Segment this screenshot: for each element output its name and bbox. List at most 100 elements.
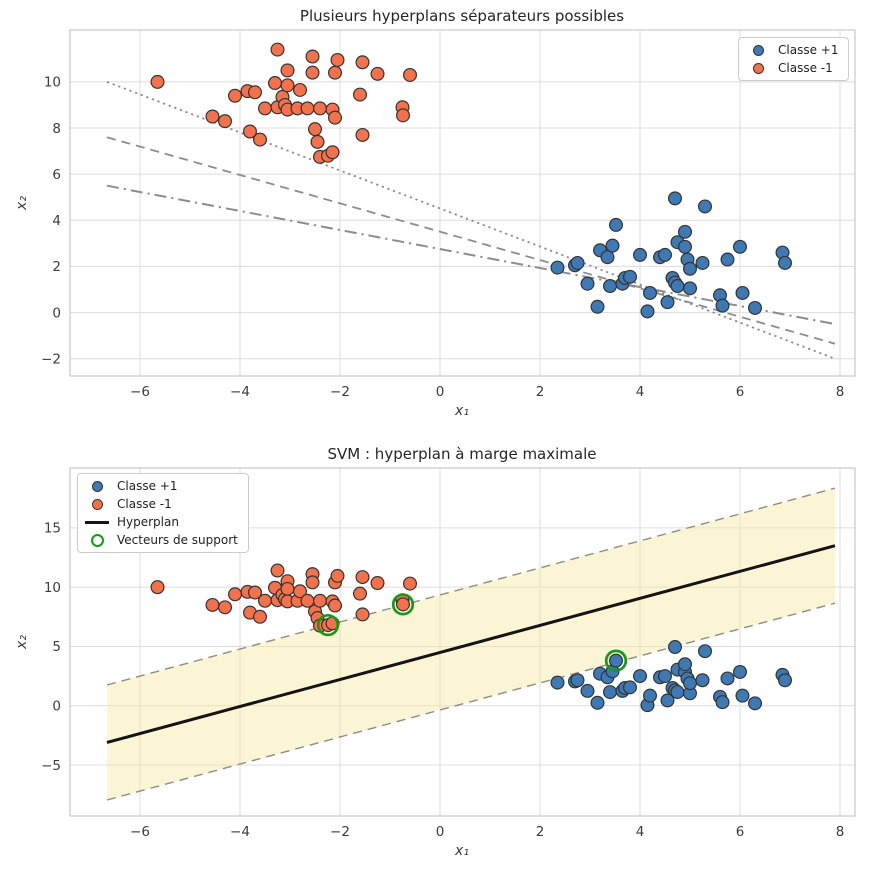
point-classe-1 bbox=[280, 78, 295, 93]
point-classe-+1 bbox=[657, 669, 672, 684]
support-vector-ring bbox=[391, 593, 415, 616]
point-classe-+1 bbox=[682, 676, 697, 691]
point-classe-+1 bbox=[632, 669, 647, 684]
legend-label: Classe +1 bbox=[117, 479, 178, 493]
legend-label: Classe -1 bbox=[778, 61, 833, 75]
point-classe-1 bbox=[205, 109, 220, 124]
point-classe-1 bbox=[403, 67, 418, 82]
hyperplan-line bbox=[106, 544, 836, 744]
point-classe-1 bbox=[270, 563, 285, 578]
point-classe-1 bbox=[355, 570, 370, 585]
point-classe-1 bbox=[355, 607, 370, 622]
legend-entry: Vecteurs de support bbox=[84, 533, 238, 547]
point-classe-+1 bbox=[602, 279, 617, 294]
point-classe-+1 bbox=[715, 298, 730, 313]
point-classe-+1 bbox=[608, 653, 623, 668]
point-classe-1 bbox=[355, 127, 370, 142]
x-tick-label: −6 bbox=[130, 384, 150, 400]
y-tick-label: −5 bbox=[41, 758, 61, 774]
margin-line-upper bbox=[106, 487, 836, 686]
point-classe-1 bbox=[218, 600, 233, 615]
point-classe-+1 bbox=[642, 688, 657, 703]
y-tick-label: 0 bbox=[52, 305, 61, 321]
point-classe-+1 bbox=[550, 675, 565, 690]
point-classe-1 bbox=[313, 101, 328, 116]
point-classe-1 bbox=[268, 76, 283, 91]
point-classe-+1 bbox=[682, 281, 697, 296]
x-tick-label: 2 bbox=[536, 824, 545, 840]
point-classe-1 bbox=[396, 597, 411, 612]
x-tick-label: 4 bbox=[636, 384, 645, 400]
point-classe-+1 bbox=[667, 640, 682, 655]
point-classe-1 bbox=[310, 134, 325, 149]
separator-dotted bbox=[106, 81, 836, 360]
point-classe-1 bbox=[370, 66, 385, 81]
point-classe-1 bbox=[308, 122, 323, 137]
x-tick-label: 4 bbox=[636, 824, 645, 840]
legend-entry: Classe +1 bbox=[84, 479, 238, 493]
separator-dashed bbox=[106, 136, 836, 345]
legend-entry: Classe +1 bbox=[745, 43, 838, 57]
y-tick-label: 15 bbox=[44, 521, 61, 537]
x-tick-label: −6 bbox=[130, 824, 150, 840]
point-classe-1 bbox=[305, 49, 320, 64]
y-tick-label: 8 bbox=[52, 121, 61, 137]
y-tick-label: 4 bbox=[52, 213, 61, 229]
point-classe-+1 bbox=[590, 299, 605, 314]
point-classe-1 bbox=[280, 581, 295, 596]
point-classe-+1 bbox=[735, 285, 750, 300]
legend-dot-icon bbox=[745, 44, 771, 56]
point-classe-+1 bbox=[695, 673, 710, 688]
axes-border bbox=[69, 467, 856, 817]
legend-dot-icon bbox=[84, 498, 110, 510]
point-classe-+1 bbox=[677, 224, 692, 239]
point-classe-1 bbox=[353, 586, 368, 601]
point-classe-+1 bbox=[580, 683, 595, 698]
point-classe-1 bbox=[253, 609, 268, 624]
point-classe-+1 bbox=[660, 693, 675, 708]
point-classe-+1 bbox=[777, 673, 792, 688]
x-tick-label: 8 bbox=[836, 384, 845, 400]
point-classe-+1 bbox=[670, 685, 685, 700]
point-classe-1 bbox=[313, 593, 328, 608]
point-classe-+1 bbox=[640, 304, 655, 319]
point-classe-1 bbox=[305, 65, 320, 80]
point-classe-+1 bbox=[622, 680, 637, 695]
point-classe-1 bbox=[258, 101, 273, 116]
point-classe-+1 bbox=[747, 696, 762, 711]
point-classe-1 bbox=[328, 110, 343, 125]
y-tick-label: 2 bbox=[52, 259, 61, 275]
point-classe-+1 bbox=[642, 285, 657, 300]
point-classe-1 bbox=[258, 593, 273, 608]
point-classe-+1 bbox=[590, 695, 605, 710]
point-classe-1 bbox=[330, 52, 345, 67]
y-tick-label: −2 bbox=[41, 352, 61, 368]
point-classe-1 bbox=[325, 145, 340, 160]
point-classe-1 bbox=[293, 584, 308, 599]
y-tick-label: 10 bbox=[44, 75, 61, 91]
legend-entry: Classe -1 bbox=[745, 61, 838, 75]
point-classe-+1 bbox=[670, 279, 685, 294]
y-tick-label: 0 bbox=[52, 699, 61, 715]
chart-top: −6 −4 −2 0 2 4 6 8 −2 0 2 4 6 8 10 bbox=[41, 29, 856, 400]
point-classe-1 bbox=[280, 63, 295, 78]
support-vector-ring bbox=[604, 649, 628, 672]
point-classe-+1 bbox=[667, 191, 682, 206]
point-classe-+1 bbox=[732, 239, 747, 254]
point-classe-+1 bbox=[602, 685, 617, 700]
x-tick-label: 6 bbox=[736, 384, 745, 400]
point-classe-+1 bbox=[632, 247, 647, 262]
separator-dashdot bbox=[106, 184, 836, 326]
point-classe-+1 bbox=[600, 250, 615, 265]
x-tick-label: 0 bbox=[436, 384, 445, 400]
point-classe-1 bbox=[293, 82, 308, 97]
legend-line-icon bbox=[84, 520, 110, 524]
legend-entry: Hyperplan bbox=[84, 515, 238, 529]
point-classe-1 bbox=[270, 42, 285, 57]
x-axis-label-top: x₁ bbox=[455, 403, 469, 419]
point-classe-+1 bbox=[697, 644, 712, 659]
point-classe-1 bbox=[300, 101, 315, 116]
x-tick-label: −4 bbox=[230, 384, 250, 400]
